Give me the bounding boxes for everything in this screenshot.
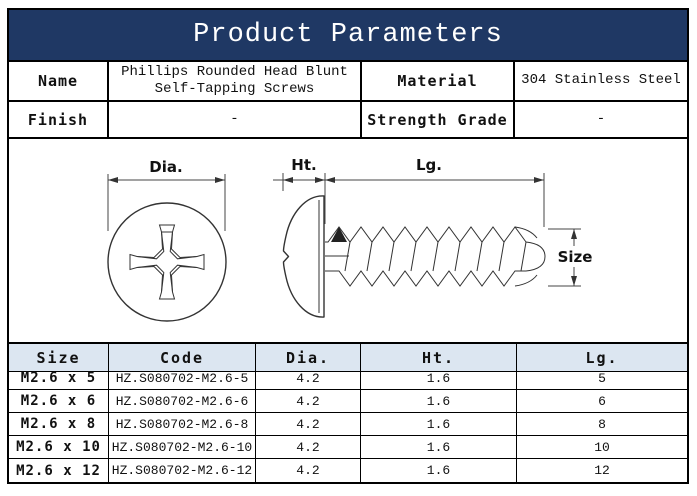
size-table-header-code: Code [109, 344, 256, 372]
table-cell-lg: 12 [594, 463, 610, 478]
spec-value-material: 304 Stainless Steel [515, 62, 687, 102]
spec-label-name: Name [9, 62, 109, 102]
table-cell-lg: 6 [517, 390, 687, 413]
dim-label-lg: Lg. [416, 156, 442, 174]
dim-label-dia: Dia. [149, 158, 182, 176]
table-cell-ht: 1.6 [361, 413, 517, 436]
table-cell-lg: 5 [517, 367, 687, 390]
dim-label-size: Size [558, 248, 593, 266]
spec-value-finish: - [109, 102, 362, 137]
screw-top-view [107, 202, 227, 322]
table-cell-dia: 4.2 [256, 390, 361, 413]
table-cell-ht: 1.6 [361, 390, 517, 413]
table-cell-lg: 8 [517, 413, 687, 436]
screw-side-view [282, 195, 546, 318]
dim-label-ht: Ht. [291, 156, 316, 174]
size-table-header-size: Size [9, 344, 109, 372]
table-cell-dia: 4.2 [256, 367, 361, 390]
table-cell-code: HZ.S080702-M2.6-5 [109, 367, 256, 390]
table-cell-code: HZ.S080702-M2.6-10 [109, 436, 256, 459]
spec-label-material: Material [362, 62, 515, 102]
spec-table: Name Phillips Rounded Head Blunt Self-Ta… [7, 62, 689, 139]
table-cell-size: M2.6 x 12 [9, 459, 109, 482]
spec-value-name: Phillips Rounded Head Blunt Self-Tapping… [109, 62, 362, 102]
screw-technical-drawing: Dia. Ht. Lg. [7, 139, 689, 344]
sheet-content: Product Parameters Name Phillips Rounded… [7, 8, 689, 484]
table-cell-lg: 10 [517, 436, 687, 459]
size-table: Size Code Dia. Ht. Lg. M2.6 x 5 HZ.S0807… [7, 344, 689, 484]
table-cell-size: M2.6 x 10 [9, 436, 109, 459]
spec-label-strength-grade: Strength Grade [362, 102, 515, 137]
table-cell-code: HZ.S080702-M2.6-8 [109, 413, 256, 436]
table-cell-dia: 4.2 [256, 436, 361, 459]
title-banner: Product Parameters [7, 8, 689, 62]
size-table-header-dia: Dia. [256, 344, 361, 372]
table-cell-ht: 1.6 [361, 367, 517, 390]
table-cell-size: M2.6 x 8 [9, 413, 109, 436]
dimension-lines: Dia. Ht. Lg. [107, 156, 595, 287]
page-title: Product Parameters [193, 20, 503, 50]
table-cell-ht: 1.6 [361, 459, 517, 482]
screw-drawing-svg: Dia. Ht. Lg. [107, 156, 595, 322]
spec-value-strength-grade: - [596, 110, 606, 127]
size-table-header-ht: Ht. [361, 344, 517, 372]
table-cell-dia: 4.2 [256, 413, 361, 436]
table-cell-code: HZ.S080702-M2.6-6 [109, 390, 256, 413]
spec-label-finish: Finish [9, 102, 109, 137]
table-cell-size: M2.6 x 5 [9, 367, 109, 390]
table-cell-size: M2.6 x 6 [9, 390, 109, 413]
table-cell-dia: 4.2 [256, 459, 361, 482]
table-cell-ht: 1.6 [361, 436, 517, 459]
table-cell-code: HZ.S080702-M2.6-12 [109, 459, 256, 482]
size-table-header-lg: Lg. [517, 344, 687, 372]
